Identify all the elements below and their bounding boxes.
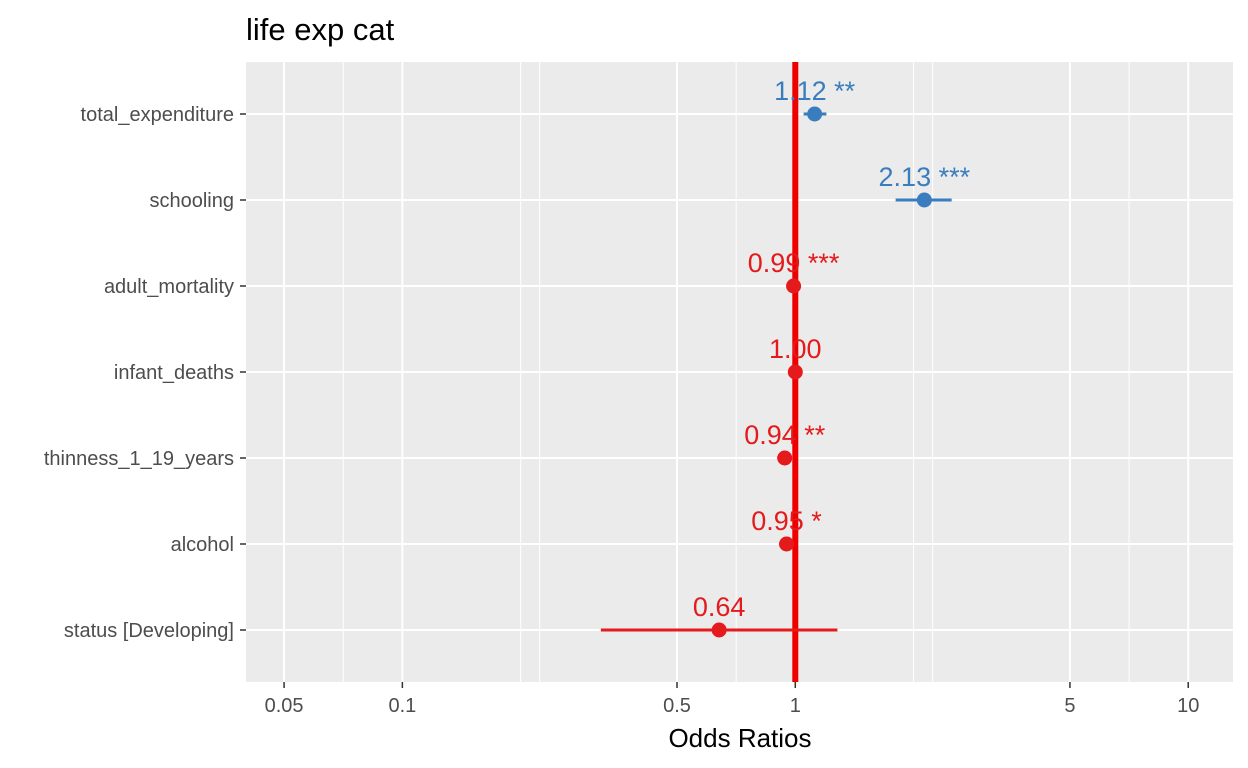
estimate-point [711, 622, 727, 638]
estimate-point [777, 450, 793, 466]
x-tick-label: 0.1 [388, 695, 416, 717]
y-tick-label: thinness_1_19_years [44, 448, 234, 470]
estimate-label: 1.00 [769, 334, 822, 364]
y-tick-label: status [Developing] [64, 620, 234, 642]
y-tick-label: alcohol [171, 534, 234, 556]
y-tick-label: infant_deaths [114, 362, 234, 384]
estimate-label: 2.13 *** [879, 162, 971, 192]
estimate-point [916, 192, 932, 208]
x-tick-label: 1 [790, 695, 801, 717]
estimate-label: 0.95 * [751, 506, 822, 536]
estimate-point [787, 364, 803, 380]
estimate-point [779, 536, 795, 552]
estimate-labels: 1.12 ** 2.13 *** 0.99 *** 1.00 0.94 ** 0.95 *… [693, 76, 971, 622]
x-tick-label: 0.5 [663, 695, 691, 717]
estimate-label: 0.94 ** [744, 420, 826, 450]
x-tick-label: 5 [1064, 695, 1075, 717]
estimate-point [786, 278, 802, 294]
y-tick-label: adult_mortality [104, 276, 234, 298]
chart-title: life exp cat [246, 12, 395, 47]
y-tick-label: total_expenditure [81, 104, 234, 126]
x-axis-ticks: 0.05 0.1 0.5 1 5 10 [265, 682, 1199, 717]
y-tick-label: schooling [149, 190, 234, 212]
x-tick-label: 10 [1177, 695, 1199, 717]
x-tick-label: 0.05 [265, 695, 304, 717]
estimate-label: 0.99 *** [748, 248, 840, 278]
estimate-label: 0.64 [693, 592, 746, 622]
estimate-points [711, 106, 932, 638]
y-axis-ticks: total_expenditure schooling adult_mortalit… [44, 104, 246, 642]
estimate-point [807, 106, 823, 122]
estimate-label: 1.12 ** [774, 76, 856, 106]
x-axis-label: Odds Ratios [668, 723, 811, 753]
